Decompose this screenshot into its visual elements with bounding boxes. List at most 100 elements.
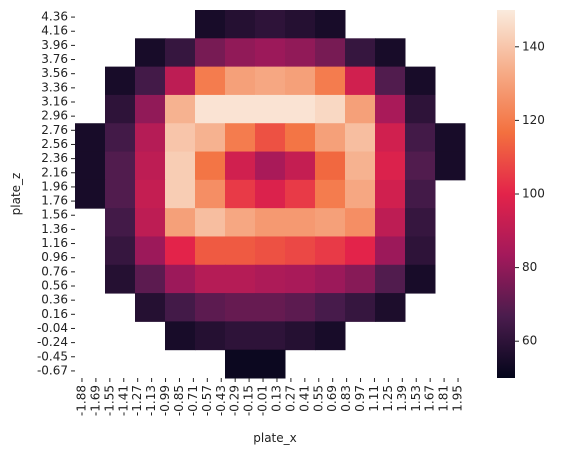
- heatmap-cell: [375, 236, 406, 266]
- heatmap-cell: [165, 66, 196, 96]
- heatmap-cell: [225, 293, 256, 322]
- heatmap-cell: [315, 264, 346, 294]
- heatmap-cell: [285, 66, 316, 96]
- x-tick-label: -0.85: [172, 385, 186, 416]
- heatmap-cell: [405, 66, 436, 96]
- colorbar-tick-label: 60: [522, 334, 537, 348]
- heatmap-cell: [345, 38, 376, 68]
- y-tick-label: 0.96: [41, 250, 68, 264]
- heatmap-cell: [255, 236, 286, 266]
- heatmap-cell: [165, 321, 196, 351]
- heatmap-cell: [165, 179, 196, 209]
- heatmap-cell: [345, 123, 376, 153]
- x-tick-label: -1.27: [130, 385, 144, 416]
- x-tick-label: 0.97: [353, 385, 367, 412]
- heatmap-cell: [285, 38, 316, 68]
- y-tick-label: 3.76: [41, 52, 68, 66]
- heatmap-cell: [195, 179, 226, 209]
- heatmap-cell: [135, 208, 166, 237]
- colorbar-tick-label: 140: [522, 39, 545, 53]
- heatmap-cell: [165, 151, 196, 181]
- heatmap-cell: [165, 208, 196, 237]
- y-tick-label: -0.67: [37, 363, 68, 377]
- heatmap-cell: [165, 236, 196, 266]
- heatmap-cell: [105, 264, 136, 294]
- heatmap-cell: [135, 151, 166, 181]
- y-tick-label: 1.36: [41, 222, 68, 236]
- heatmap-cell: [375, 151, 406, 181]
- heatmap-cell: [375, 293, 406, 322]
- heatmap-cell: [315, 123, 346, 153]
- heatmap-cell: [285, 179, 316, 209]
- heatmap-cell: [285, 10, 316, 39]
- heatmap-cell: [255, 38, 286, 68]
- heatmap-cell: [135, 94, 166, 124]
- x-tick-label: -1.69: [88, 385, 102, 416]
- heatmap-cell: [315, 179, 346, 209]
- y-tick-label: 4.16: [41, 24, 68, 38]
- heatmap-cell: [315, 321, 346, 351]
- heatmap-cell: [225, 38, 256, 68]
- heatmap-cell: [225, 94, 256, 124]
- heatmap-cell: [105, 123, 136, 153]
- heatmap-cell: [225, 208, 256, 237]
- heatmap-cell: [255, 66, 286, 96]
- heatmap-cell: [165, 94, 196, 124]
- heatmap-cell: [405, 94, 436, 124]
- heatmap-cell: [285, 208, 316, 237]
- heatmap-cell: [255, 264, 286, 294]
- heatmap-cell: [315, 10, 346, 39]
- heatmap-cell: [105, 179, 136, 209]
- y-tick-label: 4.36: [41, 10, 68, 24]
- heatmap-cell: [195, 293, 226, 322]
- y-tick-label: 2.76: [41, 123, 68, 137]
- x-tick-label: 1.53: [409, 385, 423, 412]
- heatmap-cell: [75, 179, 106, 209]
- x-tick-label: -0.57: [200, 385, 214, 416]
- x-tick-label: 1.39: [395, 385, 409, 412]
- heatmap-cell: [375, 264, 406, 294]
- x-tick-label: -0.29: [228, 385, 242, 416]
- x-tick-label: 1.81: [437, 385, 451, 412]
- y-tick-label: 3.56: [41, 66, 68, 80]
- heatmap-cell: [195, 236, 226, 266]
- heatmap-cell: [195, 321, 226, 351]
- heatmap-cell: [135, 123, 166, 153]
- colorbar: [497, 10, 515, 378]
- heatmap-cell: [105, 208, 136, 237]
- heatmap-cell: [135, 179, 166, 209]
- heatmap-cell: [435, 123, 466, 153]
- heatmap-cell: [285, 264, 316, 294]
- heatmap-cell: [315, 236, 346, 266]
- heatmap-cell: [345, 236, 376, 266]
- y-tick-label: 3.36: [41, 80, 68, 94]
- heatmap-cell: [315, 38, 346, 68]
- x-tick-label: -0.15: [242, 385, 256, 416]
- heatmap-cell: [195, 38, 226, 68]
- heatmap-cell: [165, 38, 196, 68]
- heatmap-cell: [135, 236, 166, 266]
- heatmap-cell: [225, 66, 256, 96]
- y-tick-label: 3.16: [41, 95, 68, 109]
- heatmap-cell: [135, 293, 166, 322]
- y-tick-label: -0.45: [37, 349, 68, 363]
- heatmap-cell: [225, 321, 256, 351]
- heatmap-cell: [255, 293, 286, 322]
- y-axis-label: plate_z: [9, 173, 23, 216]
- heatmap-cell: [375, 179, 406, 209]
- y-tick-label: -0.24: [37, 335, 68, 349]
- heatmap-cell: [105, 151, 136, 181]
- y-tick-label: 0.56: [41, 279, 68, 293]
- x-tick-label: 0.55: [311, 385, 325, 412]
- x-tick-label: 0.13: [269, 385, 283, 412]
- heatmap-cell: [405, 123, 436, 153]
- heatmap-cell: [225, 264, 256, 294]
- heatmap-cell: [315, 94, 346, 124]
- heatmap-cell: [195, 264, 226, 294]
- y-tick-label: 0.36: [41, 293, 68, 307]
- heatmap-cell: [375, 208, 406, 237]
- x-tick-label: 0.41: [297, 385, 311, 412]
- heatmap-cell: [165, 264, 196, 294]
- y-tick-label: 1.96: [41, 179, 68, 193]
- x-tick-label: -1.88: [74, 385, 88, 416]
